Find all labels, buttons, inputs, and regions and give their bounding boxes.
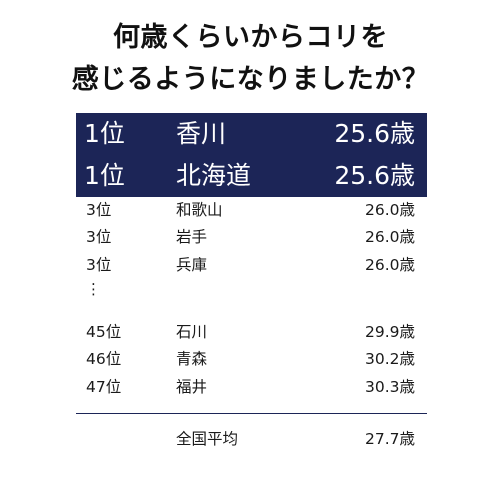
vertical-ellipsis: ⋮ [86,280,101,298]
prefecture-name: 青森 [176,350,208,368]
rank-label: 3位 [86,256,112,274]
prefecture-name: 北海道 [176,161,252,190]
rank-label: 1位 [84,161,125,190]
average-label: 全国平均 [176,430,239,448]
average-age-value: 27.7歳 [364,430,415,448]
ranking-row-top-2: 1位 北海道 25.6歳 [76,155,427,197]
prefecture-name: 石川 [176,323,208,341]
age-value: 25.6歳 [334,119,415,148]
ranking-row: 3位 岩手 26.0歳 [76,223,427,251]
age-value: 26.0歳 [364,201,415,219]
ranking-row: 45位 石川 29.9歳 [76,318,427,346]
prefecture-name: 兵庫 [176,256,208,274]
question-title-line-2: 感じるようになりましたか？ [71,64,430,95]
national-average-row: 全国平均 27.7歳 [76,425,427,453]
ranking-row: 46位 青森 30.2歳 [76,345,427,373]
rank-label: 3位 [86,201,112,219]
top-ranking-highlight: 1位 香川 25.6歳 1位 北海道 25.6歳 [76,113,427,197]
age-value: 30.3歳 [364,378,415,396]
age-value: 30.2歳 [364,350,415,368]
prefecture-name: 和歌山 [176,201,223,219]
prefecture-name: 岩手 [176,228,208,246]
rank-label: 1位 [84,119,125,148]
age-value: 26.0歳 [364,256,415,274]
age-value: 29.9歳 [364,323,415,341]
ranking-row: 3位 和歌山 26.0歳 [76,196,427,224]
rank-label: 46位 [86,350,122,368]
rank-label: 3位 [86,228,112,246]
ranking-row: 3位 兵庫 26.0歳 [76,251,427,279]
question-title-line-1: 何歳くらいからコリを [113,22,388,53]
prefecture-name: 福井 [176,378,208,396]
ranking-row-top-1: 1位 香川 25.6歳 [76,113,427,155]
age-value: 25.6歳 [334,161,415,190]
rank-label: 47位 [86,378,122,396]
ranking-row: 47位 福井 30.3歳 [76,373,427,401]
rank-label: 45位 [86,323,122,341]
prefecture-name: 香川 [176,119,227,148]
age-value: 26.0歳 [364,228,415,246]
divider-line [76,413,427,414]
